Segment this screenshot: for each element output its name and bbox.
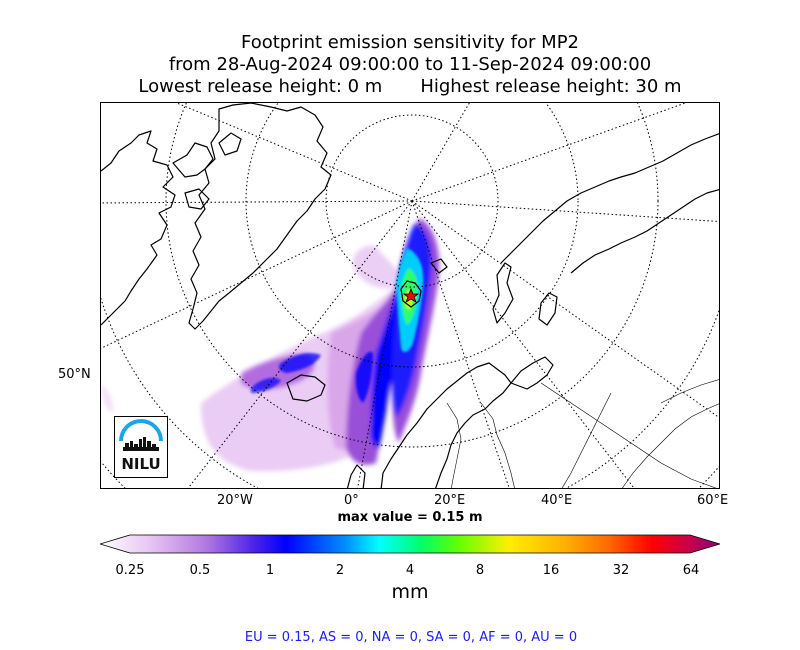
coast-russia (500, 133, 719, 264)
lon-tick-60e: 60°E (697, 493, 729, 508)
colorbar-body (100, 534, 720, 554)
field-light-north (352, 245, 406, 289)
cbar-tick-0: 0.25 (115, 563, 145, 578)
coast-siberia (570, 188, 719, 274)
field-light-edge (101, 383, 113, 413)
coastlines (101, 103, 719, 488)
coast-novaya-zemlya (492, 262, 514, 324)
coast-svalbard (400, 280, 422, 308)
cbar-tick-1: 0.5 (189, 563, 211, 578)
field-blue-lower (355, 351, 373, 403)
cbar-tick-5: 8 (475, 563, 485, 578)
coast-franz-josef (430, 258, 448, 274)
cbar-tick-7: 32 (612, 563, 630, 578)
lon-tick-40e: 40°E (541, 493, 573, 508)
coast-greenland (188, 103, 332, 330)
coast-canada (101, 130, 176, 326)
colorbar-unit: mm (391, 581, 429, 603)
cbar-tick-3: 2 (335, 563, 345, 578)
lon-tick-20e: 20°E (434, 493, 466, 508)
highest-release-height: Highest release height: 30 m (420, 76, 682, 97)
map-svg (101, 103, 719, 488)
cbar-tick-8: 64 (682, 563, 700, 578)
coast-arctic-islands (172, 132, 242, 210)
title-line-1: Footprint emission sensitivity for MP2 (240, 32, 579, 53)
cbar-tick-4: 4 (405, 563, 415, 578)
lon-tick-20w: 20°W (217, 493, 253, 508)
max-value-label: max value = 0.15 m (337, 510, 483, 525)
title-line-2: from 28-Aug-2024 09:00:00 to 11-Sep-2024… (168, 54, 652, 75)
field-blue-strand-1 (278, 353, 321, 373)
title-line-3: Lowest release height: 0 m Highest releas… (0, 76, 800, 98)
coast-iceland (286, 374, 326, 402)
release-site-marker (402, 287, 420, 303)
coast-uk (346, 464, 366, 488)
lon-tick-0: 0° (344, 493, 359, 508)
coast-scandinavia (380, 362, 512, 488)
coast-kola (510, 356, 554, 390)
field-blue-strand-2 (251, 377, 281, 393)
nilu-logo-text: NILU (121, 455, 161, 473)
footprint-map (100, 102, 720, 489)
nilu-logo-icon (119, 419, 163, 451)
country-borders (446, 379, 719, 488)
cbar-tick-6: 16 (542, 563, 560, 578)
lat-tick-50n: 50°N (58, 367, 91, 382)
coast-yamal (538, 292, 558, 326)
cbar-tick-2: 1 (265, 563, 275, 578)
colorbar (100, 534, 720, 554)
regional-values: EU = 0.15, AS = 0, NA = 0, SA = 0, AF = … (244, 630, 578, 645)
nilu-logo: NILU (114, 416, 168, 478)
lowest-release-height: Lowest release height: 0 m (138, 76, 383, 97)
